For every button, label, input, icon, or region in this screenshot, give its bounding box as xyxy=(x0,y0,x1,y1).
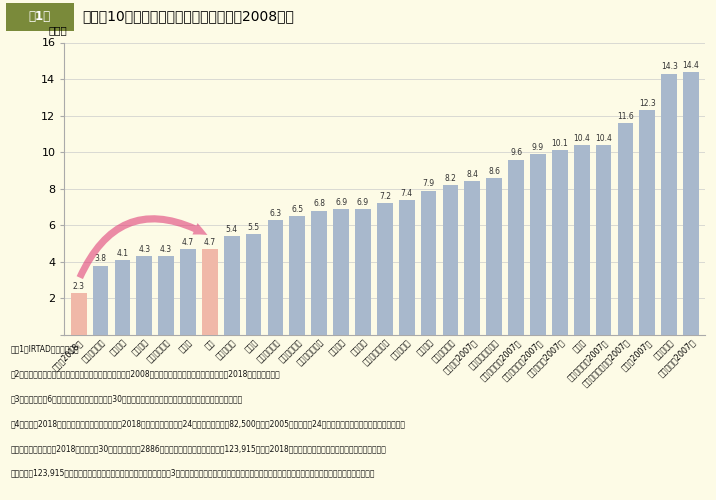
Bar xyxy=(683,72,699,335)
Bar xyxy=(92,266,108,335)
Text: 4.3: 4.3 xyxy=(138,245,150,254)
Text: 3.8: 3.8 xyxy=(95,254,107,264)
Text: 4.7: 4.7 xyxy=(204,238,216,247)
Text: 9.6: 9.6 xyxy=(510,148,522,158)
Bar xyxy=(530,154,546,335)
Text: 11.6: 11.6 xyxy=(617,112,634,120)
Bar xyxy=(268,220,284,335)
Text: 6.3: 6.3 xyxy=(269,208,281,218)
Bar xyxy=(574,145,589,335)
Bar xyxy=(465,182,480,335)
Bar xyxy=(442,185,458,335)
Bar xyxy=(71,293,87,335)
Bar xyxy=(421,190,437,335)
Text: 3　数値は全〆6ユ日以内死者（事故発生から30日以内に亡くなった人）のデータを基に算出されている。: 3 数値は全〆6ユ日以内死者（事故発生から30日以内に亡くなった人）のデータを基… xyxy=(11,394,243,404)
Text: 6.8: 6.8 xyxy=(313,200,325,208)
Text: 8.2: 8.2 xyxy=(445,174,456,183)
Text: 人口10万人当たりの交通事故死者数（2008年）: 人口10万人当たりの交通事故死者数（2008年） xyxy=(82,10,294,24)
Text: 10.1: 10.1 xyxy=(551,139,569,148)
Text: 14.4: 14.4 xyxy=(682,60,700,70)
Text: 7.9: 7.9 xyxy=(422,180,435,188)
FancyArrowPatch shape xyxy=(77,215,208,279)
Bar xyxy=(552,150,568,335)
Bar xyxy=(662,74,677,335)
Text: 6.5: 6.5 xyxy=(291,205,304,214)
Bar xyxy=(596,145,611,335)
Text: 4.7: 4.7 xyxy=(182,238,194,247)
Bar xyxy=(399,200,415,335)
Text: 注　1　IRTAD資料による。: 注 1 IRTAD資料による。 xyxy=(11,345,79,354)
Text: 2.3: 2.3 xyxy=(72,282,84,291)
Text: 2　国名に年数（西暦）の括弧書きがある場合を除き，2008年の数値である。（ただし，「日本（2018）」を除く。）: 2 国名に年数（西暦）の括弧書きがある場合を除き，2008年の数値である。（ただ… xyxy=(11,370,281,378)
Bar xyxy=(289,216,305,335)
Text: 7.2: 7.2 xyxy=(379,192,391,201)
Bar xyxy=(639,110,655,335)
Text: 8.4: 8.4 xyxy=(466,170,478,179)
Text: 5.5: 5.5 xyxy=(248,224,260,232)
Bar xyxy=(333,209,349,335)
Bar xyxy=(115,260,130,335)
Text: 14.3: 14.3 xyxy=(661,62,677,72)
Text: 4.3: 4.3 xyxy=(160,245,173,254)
Bar xyxy=(377,204,392,335)
Bar xyxy=(486,178,502,335)
Text: 8.6: 8.6 xyxy=(488,166,500,175)
Bar xyxy=(246,234,261,335)
Text: 6.9: 6.9 xyxy=(357,198,369,206)
Text: 10.4: 10.4 xyxy=(574,134,590,142)
Text: 9.9: 9.9 xyxy=(532,143,544,152)
Bar xyxy=(224,236,240,335)
Text: 乘じることで2018年における30日以内死者数を2886人と推定し，この推定死者数と123,915千人（2018年における日本の予測人口）を用いて算出した: 乘じることで2018年における30日以内死者数を2886人と推定し，この推定死者… xyxy=(11,444,387,453)
Bar xyxy=(355,209,371,335)
Text: （123,915千人は国立社会保障・人口問題研究所「総人口年齢3区分別人口及び年齢構造係数：出生中位（死亡中位）推計」（平成８年１月推計）より引用）。: （123,915千人は国立社会保障・人口問題研究所「総人口年齢3区分別人口及び年… xyxy=(11,469,375,478)
Bar xyxy=(311,210,327,335)
Text: 5.4: 5.4 xyxy=(226,225,238,234)
Text: 12.3: 12.3 xyxy=(639,99,656,108)
Bar xyxy=(202,249,218,335)
Text: （人）: （人） xyxy=(49,25,68,35)
Text: 第1図: 第1図 xyxy=(29,10,51,23)
Text: 10.4: 10.4 xyxy=(595,134,612,142)
Bar xyxy=(158,256,174,335)
Bar xyxy=(618,123,634,335)
Text: 6.9: 6.9 xyxy=(335,198,347,206)
Bar xyxy=(136,256,152,335)
Text: 4　日本（2018年）の数値は，政府方针である2018年（平成３０年）の24時間死者数の目標82,500人に，2005年の日本の24時間死者数と３０日以内死者数: 4 日本（2018年）の数値は，政府方针である2018年（平成３０年）の24時間… xyxy=(11,419,406,428)
Bar xyxy=(6,2,74,32)
Text: 7.4: 7.4 xyxy=(401,188,413,198)
Bar xyxy=(508,160,524,335)
Bar xyxy=(180,249,196,335)
Text: 4.1: 4.1 xyxy=(117,249,128,258)
